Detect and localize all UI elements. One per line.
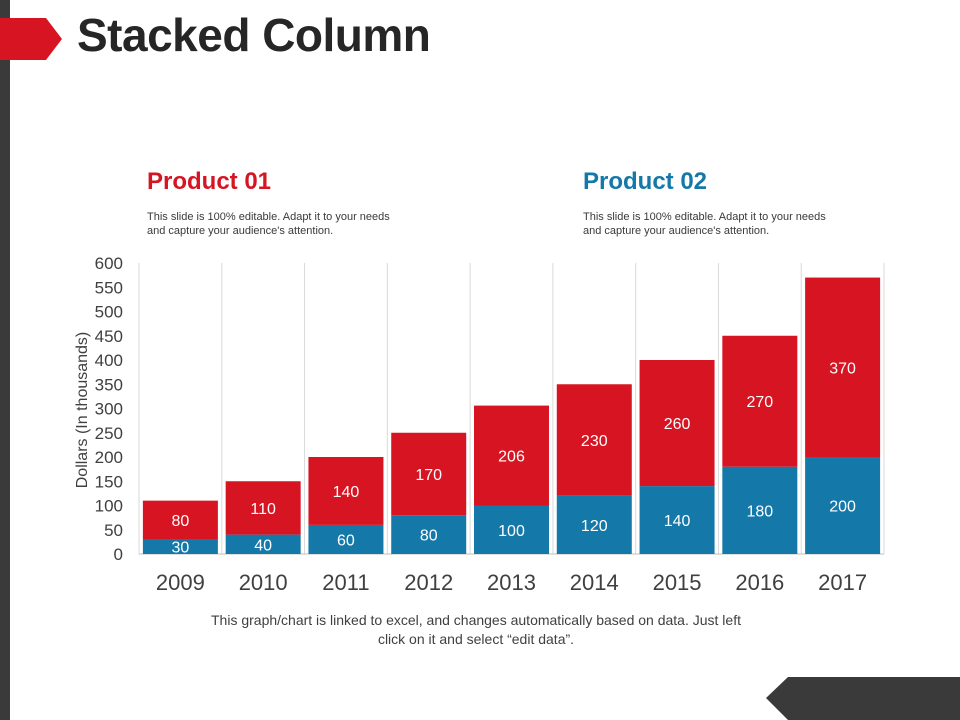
data-label: 140 [333, 484, 360, 501]
bar-product-02-2011 [308, 524, 384, 554]
data-label: 140 [664, 513, 691, 530]
y-tick-label: 500 [95, 303, 123, 322]
x-tick-label: 2015 [653, 570, 702, 595]
data-label: 110 [250, 501, 276, 518]
y-tick-label: 300 [95, 400, 123, 419]
y-axis-label: Dollars (In thousands) [74, 332, 91, 489]
left-accent-bar [0, 0, 10, 720]
bar-product-01-2009 [142, 500, 218, 540]
bar-product-02-2017 [805, 457, 881, 554]
x-tick-label: 2014 [570, 570, 619, 595]
corner-decoration [766, 677, 960, 720]
x-tick-label: 2012 [404, 570, 453, 595]
y-tick-label: 550 [95, 278, 123, 297]
page-title: Stacked Column [77, 9, 431, 61]
x-tick-label: 2011 [322, 570, 369, 595]
legend-desc-product-02: This slide is 100% editable. Adapt it to… [583, 211, 826, 237]
x-tick-label: 2010 [239, 570, 288, 595]
x-tick-label: 2009 [156, 570, 205, 595]
bar-product-02-2014 [556, 495, 632, 554]
data-label: 370 [829, 360, 856, 377]
data-label: 40 [254, 537, 272, 554]
bar-product-01-2016 [722, 335, 798, 467]
data-label: 230 [581, 433, 608, 450]
legend-title-product-02: Product 02 [583, 168, 708, 195]
bar-product-02-2009 [142, 539, 218, 554]
y-tick-label: 50 [104, 521, 123, 540]
x-tick-label: 2017 [818, 570, 867, 595]
y-tick-label: 0 [114, 545, 123, 564]
bar-product-02-2013 [474, 505, 549, 554]
bar-product-01-2012 [391, 432, 467, 516]
data-label: 120 [581, 518, 608, 535]
bar-product-01-2017 [805, 277, 881, 457]
data-label: 180 [746, 503, 773, 520]
data-label: 80 [420, 528, 438, 545]
data-label: 260 [664, 416, 691, 433]
x-tick-label: 2016 [735, 570, 784, 595]
y-tick-label: 600 [95, 254, 123, 273]
bar-product-01-2010 [225, 481, 301, 535]
y-tick-label: 200 [95, 448, 123, 467]
x-tick-label: 2013 [487, 570, 536, 595]
legend-title-product-01: Product 01 [147, 168, 272, 195]
bar-product-02-2010 [225, 534, 301, 554]
y-tick-label: 250 [95, 424, 123, 443]
data-label: 270 [746, 394, 773, 411]
bar-product-02-2012 [391, 515, 467, 554]
bar-product-01-2015 [639, 360, 715, 487]
bar-product-01-2013 [474, 405, 549, 506]
bar-product-02-2016 [722, 466, 798, 554]
bar-product-01-2014 [556, 384, 632, 496]
legend-desc-product-01: This slide is 100% editable. Adapt it to… [147, 211, 390, 237]
data-label: 206 [498, 449, 525, 466]
bar-product-01-2011 [308, 457, 384, 525]
y-tick-label: 400 [95, 351, 123, 370]
legend-product-01: Product 01 This slide is 100% editable. … [147, 168, 407, 238]
y-tick-label: 100 [95, 497, 123, 516]
data-label: 80 [171, 513, 189, 530]
legend-product-02: Product 02 This slide is 100% editable. … [583, 168, 843, 238]
chart-caption: This graph/chart is linked to excel, and… [211, 612, 741, 647]
bar-product-02-2015 [639, 486, 715, 554]
data-label: 100 [498, 523, 525, 540]
y-tick-label: 450 [95, 327, 123, 346]
data-label: 200 [829, 499, 856, 516]
data-label: 60 [337, 532, 355, 549]
data-label: 30 [171, 540, 189, 557]
y-tick-label: 150 [95, 472, 123, 491]
y-tick-label: 350 [95, 375, 123, 394]
title-arrow-icon [0, 18, 62, 60]
data-label: 170 [415, 467, 442, 484]
